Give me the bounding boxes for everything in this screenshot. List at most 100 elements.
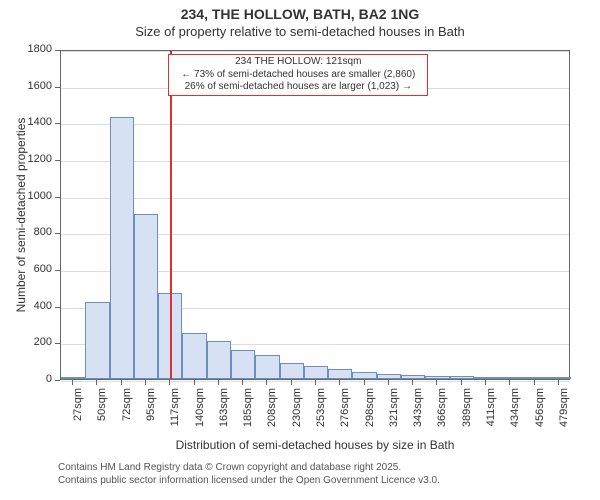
x-tick-mark bbox=[558, 380, 559, 385]
y-tick-mark bbox=[55, 270, 60, 271]
histogram-bar bbox=[85, 302, 109, 379]
x-tick-label: 479sqm bbox=[558, 388, 570, 438]
x-tick-label: 72sqm bbox=[121, 388, 133, 438]
annotation-line: 234 THE HOLLOW: 121sqm bbox=[172, 56, 424, 69]
y-tick-mark bbox=[55, 380, 60, 381]
x-tick-label: 411sqm bbox=[485, 388, 497, 438]
gridline bbox=[61, 161, 569, 162]
y-tick-label: 1400 bbox=[12, 116, 52, 128]
y-tick-mark bbox=[55, 197, 60, 198]
x-tick-mark bbox=[509, 380, 510, 385]
x-tick-label: 117sqm bbox=[169, 388, 181, 438]
y-tick-mark bbox=[55, 307, 60, 308]
histogram-bar bbox=[425, 376, 449, 379]
x-tick-mark bbox=[436, 380, 437, 385]
marker-line bbox=[170, 51, 172, 379]
y-tick-label: 800 bbox=[12, 226, 52, 238]
x-tick-mark bbox=[534, 380, 535, 385]
footer-text: Contains HM Land Registry data © Crown c… bbox=[58, 462, 440, 487]
y-tick-label: 400 bbox=[12, 300, 52, 312]
y-tick-label: 600 bbox=[12, 263, 52, 275]
histogram-bar bbox=[182, 333, 206, 379]
gridline bbox=[61, 51, 569, 52]
x-tick-mark bbox=[72, 380, 73, 385]
x-tick-mark bbox=[194, 380, 195, 385]
x-tick-mark bbox=[169, 380, 170, 385]
x-tick-label: 27sqm bbox=[72, 388, 84, 438]
x-tick-mark bbox=[315, 380, 316, 385]
x-tick-mark bbox=[291, 380, 292, 385]
histogram-bar bbox=[134, 214, 158, 379]
x-tick-label: 140sqm bbox=[194, 388, 206, 438]
x-tick-mark bbox=[412, 380, 413, 385]
x-tick-label: 230sqm bbox=[291, 388, 303, 438]
annotation-line: ← 73% of semi-detached houses are smalle… bbox=[172, 69, 424, 82]
x-tick-label: 366sqm bbox=[436, 388, 448, 438]
y-tick-label: 0 bbox=[12, 373, 52, 385]
x-tick-mark bbox=[485, 380, 486, 385]
y-tick-label: 1200 bbox=[12, 153, 52, 165]
y-axis-label: Number of semi-detached properties bbox=[14, 50, 28, 380]
x-tick-mark bbox=[96, 380, 97, 385]
annotation-line: 26% of semi-detached houses are larger (… bbox=[172, 81, 424, 94]
histogram-bar bbox=[401, 375, 425, 379]
x-tick-label: 253sqm bbox=[315, 388, 327, 438]
x-tick-label: 185sqm bbox=[242, 388, 254, 438]
histogram-bar bbox=[255, 355, 279, 379]
y-tick-mark bbox=[55, 50, 60, 51]
histogram-bar bbox=[304, 366, 328, 379]
histogram-bar bbox=[547, 377, 571, 379]
y-tick-mark bbox=[55, 87, 60, 88]
histogram-bar bbox=[231, 350, 255, 379]
x-tick-label: 276sqm bbox=[339, 388, 351, 438]
gridline bbox=[61, 198, 569, 199]
histogram-bar bbox=[474, 377, 498, 379]
x-tick-mark bbox=[266, 380, 267, 385]
histogram-bar bbox=[280, 363, 304, 380]
histogram-bar bbox=[207, 341, 231, 380]
plot-area bbox=[60, 50, 570, 380]
x-axis-label: Distribution of semi-detached houses by … bbox=[60, 438, 570, 452]
histogram-bar bbox=[450, 376, 474, 379]
x-tick-label: 95sqm bbox=[145, 388, 157, 438]
x-tick-label: 163sqm bbox=[218, 388, 230, 438]
y-tick-mark bbox=[55, 123, 60, 124]
x-tick-mark bbox=[461, 380, 462, 385]
x-tick-label: 389sqm bbox=[461, 388, 473, 438]
x-tick-label: 343sqm bbox=[412, 388, 424, 438]
x-tick-mark bbox=[388, 380, 389, 385]
y-tick-label: 1600 bbox=[12, 80, 52, 92]
histogram-bar bbox=[110, 117, 134, 379]
annotation-box: 234 THE HOLLOW: 121sqm← 73% of semi-deta… bbox=[168, 54, 428, 96]
y-tick-label: 200 bbox=[12, 336, 52, 348]
x-tick-mark bbox=[121, 380, 122, 385]
x-tick-label: 321sqm bbox=[388, 388, 400, 438]
x-tick-mark bbox=[145, 380, 146, 385]
histogram-bar bbox=[522, 377, 546, 379]
histogram-bar bbox=[498, 377, 522, 379]
x-tick-mark bbox=[218, 380, 219, 385]
x-tick-label: 50sqm bbox=[96, 388, 108, 438]
histogram-bar bbox=[328, 369, 352, 379]
gridline bbox=[61, 124, 569, 125]
footer-line2: Contains public sector information licen… bbox=[58, 475, 440, 488]
x-tick-label: 208sqm bbox=[266, 388, 278, 438]
x-tick-mark bbox=[339, 380, 340, 385]
footer-line1: Contains HM Land Registry data © Crown c… bbox=[58, 462, 440, 475]
histogram-bar bbox=[61, 377, 85, 379]
chart-title-line1: 234, THE HOLLOW, BATH, BA2 1NG bbox=[0, 6, 600, 22]
x-tick-label: 434sqm bbox=[509, 388, 521, 438]
histogram-bar bbox=[352, 372, 376, 379]
y-tick-label: 1800 bbox=[12, 43, 52, 55]
y-tick-mark bbox=[55, 233, 60, 234]
y-tick-mark bbox=[55, 343, 60, 344]
x-tick-mark bbox=[242, 380, 243, 385]
y-tick-mark bbox=[55, 160, 60, 161]
y-tick-label: 1000 bbox=[12, 190, 52, 202]
chart-title-line2: Size of property relative to semi-detach… bbox=[0, 24, 600, 39]
chart-container: 234, THE HOLLOW, BATH, BA2 1NG Size of p… bbox=[0, 0, 600, 500]
x-tick-mark bbox=[364, 380, 365, 385]
x-tick-label: 456sqm bbox=[534, 388, 546, 438]
x-tick-label: 298sqm bbox=[364, 388, 376, 438]
histogram-bar bbox=[377, 374, 401, 379]
